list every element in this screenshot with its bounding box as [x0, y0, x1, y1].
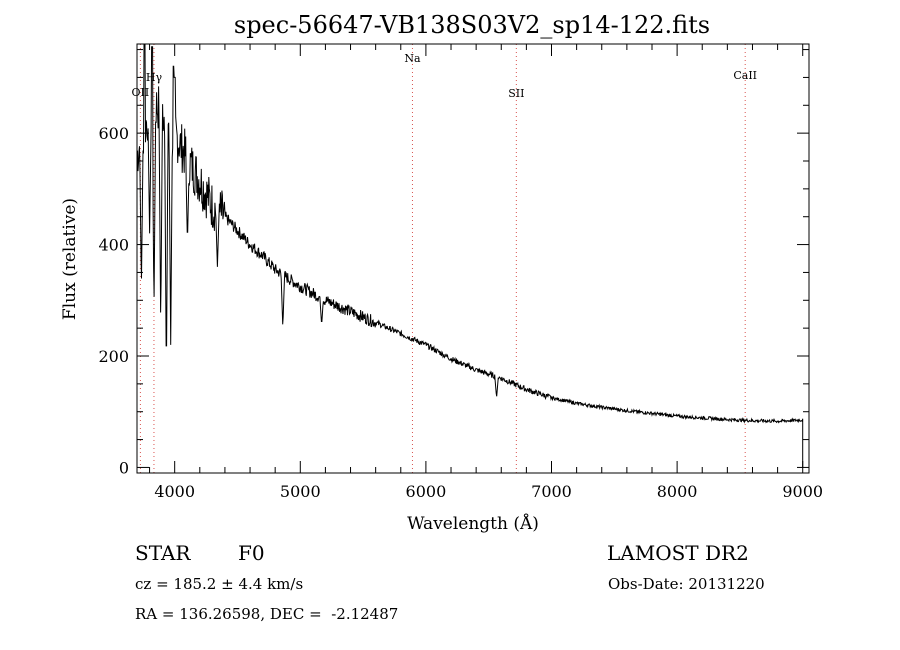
y-tick-label: 0	[119, 458, 129, 477]
line-marker-label: Hγ	[146, 71, 163, 84]
x-tick-label: 4000	[154, 482, 195, 501]
x-tick-label: 5000	[280, 482, 321, 501]
chart-title: spec-56647-VB138S03V2_sp14-122.fits	[234, 11, 710, 39]
y-axis-label: Flux (relative)	[60, 198, 80, 320]
x-tick-label: 9000	[782, 482, 823, 501]
coordinates: RA = 136.26598, DEC = -2.12487	[135, 605, 399, 623]
line-marker-label: CaII	[733, 69, 757, 82]
plot-frame	[136, 43, 810, 474]
x-tick-label: 6000	[406, 482, 447, 501]
object-type: STAR	[135, 541, 191, 565]
x-axis-label: Wavelength (Å)	[407, 513, 539, 534]
subclass: F0	[238, 541, 265, 565]
line-marker-label: OII	[132, 86, 150, 99]
y-tick-label: 200	[98, 347, 129, 366]
observation-date: Obs-Date: 20131220	[608, 575, 765, 593]
spectrum-line	[136, 43, 804, 468]
x-tick-label: 8000	[657, 482, 698, 501]
line-marker-label: Na	[404, 52, 421, 65]
redshift-velocity: cz = 185.2 ± 4.4 km/s	[135, 575, 304, 593]
line-markers: OII Hγ Na SII CaII	[132, 44, 757, 473]
y-tick-label: 600	[98, 124, 129, 143]
line-marker-label: SII	[508, 87, 524, 100]
survey-name: LAMOST DR2	[607, 541, 749, 565]
y-tick-label: 400	[98, 236, 129, 255]
x-tick-label: 7000	[531, 482, 572, 501]
axis-ticks: 4000 5000 6000 7000 8000 9000 0 200 400 600	[98, 44, 823, 501]
